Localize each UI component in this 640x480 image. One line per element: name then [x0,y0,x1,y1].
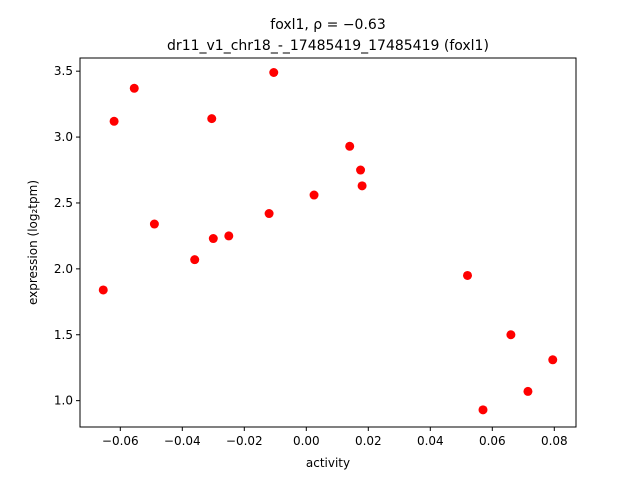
scatter-point [356,165,366,175]
x-tick-label: 0.00 [293,434,320,448]
chart-title-line1: foxl1, ρ = −0.63 [270,17,385,33]
scatter-point [506,330,516,340]
x-tick-label: −0.04 [164,434,201,448]
data-points [98,67,558,415]
y-tick-label: 3.0 [54,130,73,144]
scatter-point [478,405,488,415]
scatter-point [149,219,159,229]
x-tick-label: 0.02 [355,434,382,448]
x-axis-label: activity [306,456,350,470]
scatter-point [309,190,319,200]
y-tick-label: 3.5 [54,64,73,78]
scatter-point [269,67,279,77]
axis-ticks: −0.06 −0.04 −0.02 0.00 0.02 0.04 0.06 0.08 1.0 1.… [54,64,568,448]
x-tick-label: 0.08 [541,434,568,448]
scatter-point [190,255,200,265]
scatter-point [345,141,355,151]
scatter-point [548,355,558,365]
plot-frame [79,57,577,428]
scatter-point [98,285,108,295]
scatter-point [463,270,472,280]
scatter-point [523,386,533,396]
x-tick-label: −0.06 [102,434,139,448]
y-tick-label: 1.0 [54,394,73,408]
scatter-point [129,83,139,93]
y-tick-label: 2.0 [54,262,73,276]
x-tick-label: −0.02 [226,434,263,448]
chart-title-line2: dr11_v1_chr18_-_17485419_17485419 (foxl1… [167,38,489,54]
scatter-point [208,234,218,244]
scatter-point [207,114,217,124]
x-tick-label: 0.04 [417,434,444,448]
scatter-point [109,116,119,126]
scatter-point [357,181,367,191]
y-tick-label: 2.5 [54,196,73,210]
scatter-point [264,209,274,219]
x-tick-label: 0.06 [479,434,506,448]
y-tick-label: 1.5 [54,328,73,342]
scatter-point [224,231,234,241]
y-axis-label: expression (log₂tpm) [26,180,40,305]
